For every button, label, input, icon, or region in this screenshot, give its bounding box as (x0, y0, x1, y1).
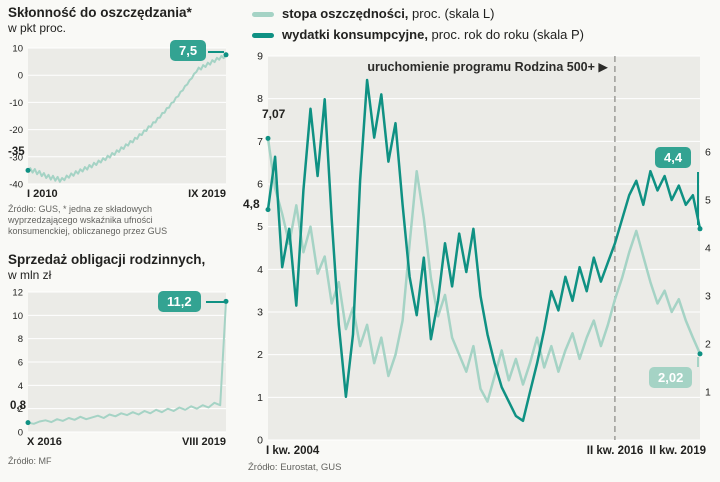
propensity-source-line1: Źródło: GUS, * jedna ze składowych (8, 204, 153, 214)
svg-text:10: 10 (12, 311, 23, 322)
left-top-subtitle: w pkt proc. (8, 21, 67, 35)
bonds-badge-connector (206, 301, 224, 303)
svg-text:3: 3 (257, 307, 263, 319)
svg-text:0: 0 (257, 435, 263, 447)
main-dual-axis-chart: 9 8 7 6 5 4 3 2 1 0 6 5 4 3 2 1 (240, 46, 720, 448)
propensity-end-badge: 7,5 (170, 40, 207, 61)
svg-text:6: 6 (705, 147, 711, 159)
propensity-start-value: -35 (8, 146, 25, 158)
svg-text:4: 4 (257, 264, 263, 276)
propensity-x-start: I 2010 (27, 188, 58, 200)
legend-consumption-name: wydatki konsumpcyjne, (282, 27, 428, 42)
svg-text:2: 2 (257, 349, 263, 361)
main-x-end: II kw. 2019 (649, 445, 706, 457)
rodzina500-annotation: uruchomienie programu Rodzina 500+ ▶ (326, 59, 608, 74)
legend-savings-rate-name: stopa oszczędności, (282, 6, 409, 21)
svg-text:10: 10 (12, 44, 23, 55)
main-x-mid: II kw. 2016 (586, 445, 644, 457)
bonds-x-start: X 2016 (27, 436, 62, 448)
svg-text:5: 5 (705, 195, 711, 207)
propensity-source-line3: konsumenckiej, obliczanego przez GUS (8, 226, 168, 236)
bonds-start-value: 0,8 (10, 400, 26, 412)
svg-text:-30: -30 (9, 152, 23, 163)
main-start-value-light: 7,07 (262, 107, 286, 121)
right-arrow-marker-icon: ▶ (598, 60, 608, 74)
consumption-swatch-icon (252, 32, 274, 38)
main-start-value-dark: 4,8 (243, 197, 260, 211)
legend-consumption-label: wydatki konsumpcyjne, proc. rok do roku … (282, 27, 584, 43)
bonds-chart: 12 10 8 6 4 2 0 (0, 282, 240, 446)
bonds-subtitle: w mln zł (8, 268, 52, 282)
bonds-source: Źródło: MF (8, 456, 52, 466)
main-x-start: I kw. 2004 (266, 445, 320, 457)
main-end-badge-light: 2,02 (649, 367, 693, 388)
svg-text:0: 0 (18, 428, 23, 439)
legend-item-savings-rate: stopa oszczędności, proc. (skala L) (252, 6, 494, 22)
bonds-end-badge: 11,2 (158, 291, 201, 312)
svg-text:9: 9 (257, 51, 263, 63)
savings-rate-swatch-icon (252, 11, 274, 17)
svg-text:8: 8 (257, 93, 263, 105)
main-light-badge-connector (697, 357, 699, 367)
bonds-title: Sprzedaż obligacji rodzinnych, (8, 252, 206, 267)
main-dark-badge-connector (697, 172, 699, 225)
propensity-source: Źródło: GUS, * jedna ze składowych wyprz… (8, 204, 167, 237)
legend-savings-rate-label: stopa oszczędności, proc. (skala L) (282, 6, 494, 22)
svg-text:-10: -10 (9, 98, 23, 109)
svg-text:-20: -20 (9, 125, 23, 136)
svg-text:4: 4 (705, 243, 711, 255)
svg-text:6: 6 (257, 179, 263, 191)
bonds-x-end: VIII 2019 (181, 436, 226, 448)
propensity-source-line2: wyprzedzającego wskaźnika ufności (8, 215, 153, 225)
svg-text:0: 0 (18, 71, 23, 82)
svg-text:7: 7 (257, 136, 263, 148)
svg-text:2: 2 (705, 339, 711, 351)
svg-text:1: 1 (257, 392, 263, 404)
svg-text:6: 6 (18, 358, 23, 369)
legend-savings-rate-rest: proc. (skala L) (408, 6, 495, 21)
main-source: Źródło: Eurostat, GUS (248, 462, 342, 473)
svg-text:12: 12 (12, 288, 23, 299)
svg-text:8: 8 (18, 334, 23, 345)
svg-text:5: 5 (257, 221, 263, 233)
svg-text:4: 4 (18, 381, 23, 392)
svg-text:-40: -40 (9, 180, 23, 191)
propensity-x-end: IX 2019 (188, 188, 226, 200)
svg-text:2: 2 (18, 404, 23, 415)
propensity-badge-connector (208, 51, 224, 53)
svg-text:1: 1 (705, 387, 711, 399)
left-top-title: Skłonność do oszczędzania* (8, 5, 192, 20)
svg-text:3: 3 (705, 291, 711, 303)
rodzina500-annotation-text: uruchomienie programu Rodzina 500+ (367, 60, 599, 74)
main-end-badge-dark: 4,4 (655, 147, 692, 168)
legend-consumption-rest: proc. rok do roku (skala P) (427, 27, 584, 42)
propensity-chart: 10 0 -10 -20 -30 -40 (0, 36, 240, 200)
legend-item-consumption: wydatki konsumpcyjne, proc. rok do roku … (252, 27, 584, 43)
